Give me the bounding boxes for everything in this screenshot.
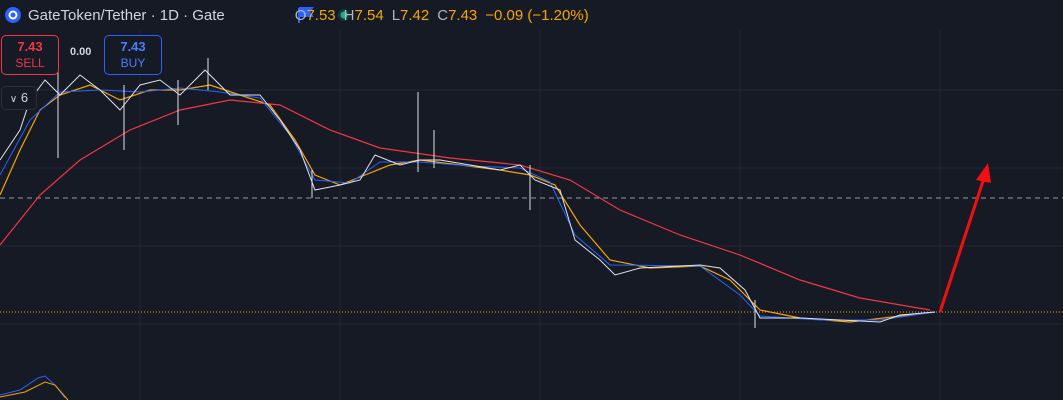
- sell-label: SELL: [15, 56, 45, 70]
- buy-label: BUY: [120, 56, 146, 70]
- candle-wicks: [57, 58, 756, 328]
- ohlc-value: 7.54: [354, 6, 384, 24]
- ma-short: [0, 84, 936, 323]
- ohlc-label: C: [437, 6, 449, 24]
- ohlc-values: O7.53 H7.54 L7.42 C7.43: [295, 7, 478, 24]
- buy-price: 7.43: [120, 39, 146, 54]
- grid: [0, 30, 1063, 400]
- price-series: [0, 69, 936, 323]
- ohlc-value: 7.53: [306, 6, 336, 24]
- flag-icon: [298, 7, 314, 23]
- price-change: −0.09 (−1.20%): [485, 6, 589, 24]
- ma-long: [0, 99, 931, 311]
- logo: [5, 7, 21, 23]
- ma-mid: [0, 87, 936, 321]
- ohlc-label: L: [391, 6, 401, 24]
- legend-header: GateToken/Tether · 1D · Gate O7.53 H7.54 L…: [0, 0, 589, 30]
- symbol-title[interactable]: GateToken/Tether · 1D · Gate: [28, 6, 225, 24]
- chevron: ∨: [9, 94, 18, 105]
- ohlc-value: 7.43: [448, 6, 478, 24]
- status-dot: [340, 11, 348, 19]
- indicators-toggle[interactable]: ∨ 6: [1, 86, 37, 110]
- sell-price: 7.43: [17, 39, 43, 54]
- buy-button[interactable]: 7.43 BUY: [104, 35, 162, 75]
- ohlc-label: H: [343, 6, 355, 24]
- indicator-count: 6: [20, 90, 29, 105]
- osc-orange: [0, 381, 69, 400]
- logo-mark: [8, 10, 18, 20]
- ohlc-value: 7.42: [400, 6, 430, 24]
- spread: 0.00: [70, 46, 92, 58]
- arrow-head: [976, 163, 991, 183]
- sell-button[interactable]: 7.43 SELL: [1, 35, 59, 75]
- ohlc-label: O: [294, 6, 307, 24]
- arrow-shaft: [938, 177, 986, 313]
